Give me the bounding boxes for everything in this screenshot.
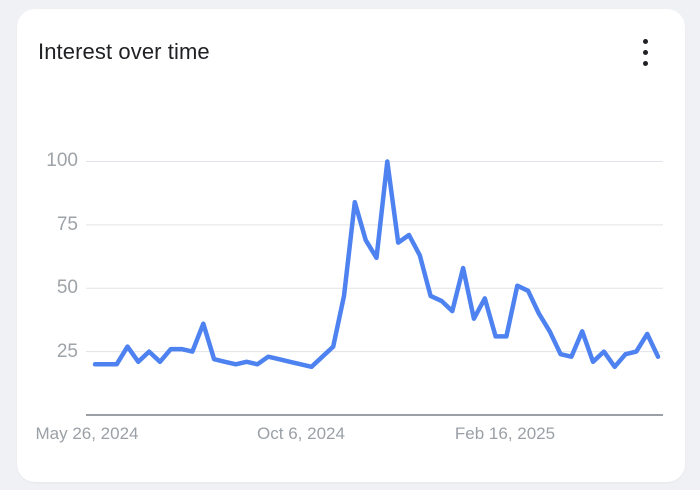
x-axis-tick-may-26-2024: May 26, 2024 <box>35 424 139 443</box>
trend-line-chart <box>86 159 663 416</box>
more-options-button[interactable] <box>625 32 665 72</box>
y-axis-tick-25: 25 <box>56 341 78 362</box>
menu-dot <box>642 60 648 66</box>
menu-dot <box>642 49 648 55</box>
menu-dot <box>642 38 648 44</box>
y-axis-tick-100: 100 <box>46 150 78 171</box>
card-title: Interest over time <box>38 39 210 64</box>
x-axis-tick-oct-6-2024: Oct 6, 2024 <box>257 424 345 443</box>
y-axis-tick-75: 75 <box>56 214 78 235</box>
interest-over-time-chart[interactable]: 100 75 50 25 May 26, 2024 Oct 6, 2024 Fe… <box>17 9 685 482</box>
three-dot-menu-icon <box>642 38 648 66</box>
x-axis-tick-feb-16-2025: Feb 16, 2025 <box>454 424 556 443</box>
interest-over-time-card: Interest over time 100 75 50 25 May 26, … <box>17 9 685 482</box>
y-axis-tick-50: 50 <box>56 277 78 298</box>
trend-line <box>92 159 661 370</box>
